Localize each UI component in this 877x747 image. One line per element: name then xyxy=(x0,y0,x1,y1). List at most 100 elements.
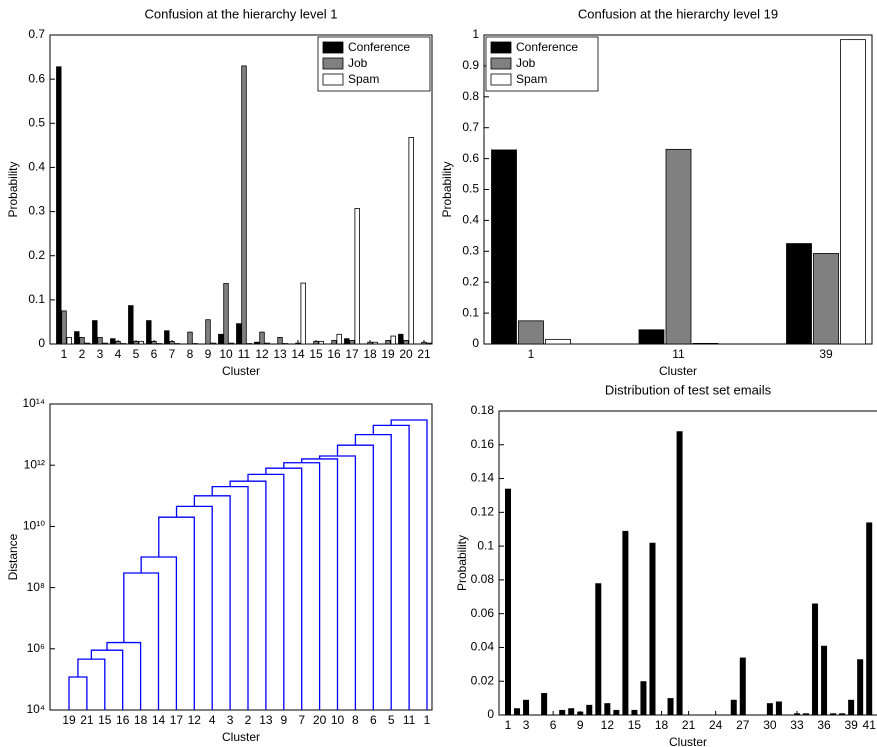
y-tick-label: 0.9 xyxy=(462,58,479,72)
x-tick-label: 6 xyxy=(550,718,557,732)
leaf-label: 15 xyxy=(98,713,112,727)
bar xyxy=(169,340,175,345)
y-tick-label: 0.3 xyxy=(462,243,479,257)
bar xyxy=(491,149,517,345)
bar xyxy=(228,342,234,345)
bar xyxy=(667,698,674,715)
bar xyxy=(426,342,432,345)
bar xyxy=(218,333,224,345)
x-tick-label: 4 xyxy=(115,347,122,361)
leaf-label: 20 xyxy=(313,713,327,727)
bar xyxy=(586,704,593,715)
axes-box xyxy=(49,403,433,711)
bar xyxy=(300,282,306,345)
y-tick-label: 0 xyxy=(38,336,45,350)
bar xyxy=(66,336,72,345)
bar xyxy=(766,703,773,715)
bar xyxy=(848,699,855,715)
bar xyxy=(205,319,211,345)
legend-label: Conference xyxy=(348,40,410,54)
leaf-label: 6 xyxy=(370,713,377,727)
bar xyxy=(264,342,270,345)
x-tick-label: 10 xyxy=(219,347,233,361)
leaf-label: 1 xyxy=(424,713,431,727)
x-tick-label: 12 xyxy=(255,347,269,361)
bar xyxy=(604,703,611,715)
bar xyxy=(277,336,283,345)
x-tick-label: 12 xyxy=(601,718,615,732)
y-tick-label: 0 xyxy=(472,336,479,350)
bar xyxy=(545,338,571,345)
dendrogram-link xyxy=(390,419,428,710)
bar xyxy=(349,340,355,345)
bar xyxy=(84,342,90,345)
dendrogram-link xyxy=(175,505,213,710)
bar xyxy=(164,330,170,345)
bar xyxy=(559,709,566,715)
y-tick-label: 0.2 xyxy=(28,248,45,262)
bar xyxy=(74,331,80,345)
x-axis-label: Cluster xyxy=(659,364,697,378)
bar xyxy=(408,137,414,345)
leaf-label: 10 xyxy=(331,713,345,727)
bar xyxy=(568,708,575,715)
leaf-label: 18 xyxy=(134,713,148,727)
bar xyxy=(128,305,134,345)
y-tick-label: 0.6 xyxy=(28,71,45,85)
y-tick-label: 0.7 xyxy=(462,120,479,134)
y-tick-label: 0.1 xyxy=(28,292,45,306)
bar xyxy=(839,713,846,715)
y-tick-label: 10⁴ xyxy=(26,702,45,716)
y-tick-label: 0.7 xyxy=(28,27,45,41)
leaf-label: 12 xyxy=(188,713,202,727)
bar xyxy=(102,342,108,345)
y-axis-label: Probability xyxy=(440,161,454,217)
bar xyxy=(56,66,62,345)
y-tick-label: 10¹⁰ xyxy=(23,519,45,533)
bar xyxy=(775,701,782,715)
chart-title: Confusion at the hierarchy level 1 xyxy=(145,6,338,21)
x-tick-label: 7 xyxy=(169,347,176,361)
bar xyxy=(187,331,193,345)
bar xyxy=(331,340,337,345)
leaf-label: 5 xyxy=(388,713,395,727)
bar xyxy=(505,488,511,715)
leaf-label: 4 xyxy=(209,713,216,727)
bar xyxy=(866,522,873,715)
x-tick-label: 3 xyxy=(97,347,104,361)
bar xyxy=(336,333,342,345)
bar xyxy=(403,340,409,345)
x-tick-label: 1 xyxy=(528,347,535,361)
legend-swatch xyxy=(322,57,344,70)
y-axis-label: Probability xyxy=(455,535,469,591)
leaf-label: 13 xyxy=(259,713,273,727)
x-tick-label: 15 xyxy=(309,347,323,361)
bar xyxy=(385,340,391,345)
bar xyxy=(138,340,144,345)
dendrogram-link xyxy=(106,641,142,710)
y-tick-label: 0.4 xyxy=(28,160,45,174)
y-tick-label: 0.12 xyxy=(471,505,495,519)
bar xyxy=(61,310,67,345)
bar xyxy=(541,693,548,715)
y-tick-label: 0.08 xyxy=(471,572,495,586)
bar xyxy=(793,713,800,715)
bar xyxy=(812,603,819,715)
y-tick-label: 0.1 xyxy=(477,538,494,552)
x-axis-label: Cluster xyxy=(222,730,260,744)
y-tick-label: 0.18 xyxy=(471,403,495,417)
x-tick-label: 9 xyxy=(205,347,212,361)
bar xyxy=(151,340,157,345)
y-tick-label: 0.6 xyxy=(462,151,479,165)
x-tick-label: 6 xyxy=(151,347,158,361)
leaf-label: 2 xyxy=(245,713,252,727)
legend-label: Job xyxy=(348,56,368,70)
x-tick-label: 39 xyxy=(819,347,833,361)
x-tick-label: 9 xyxy=(577,718,584,732)
dendrogram-link xyxy=(68,676,88,710)
bar xyxy=(802,713,809,715)
x-axis-label: Cluster xyxy=(222,364,260,378)
leaf-label: 7 xyxy=(298,713,305,727)
leaf-label: 21 xyxy=(80,713,94,727)
